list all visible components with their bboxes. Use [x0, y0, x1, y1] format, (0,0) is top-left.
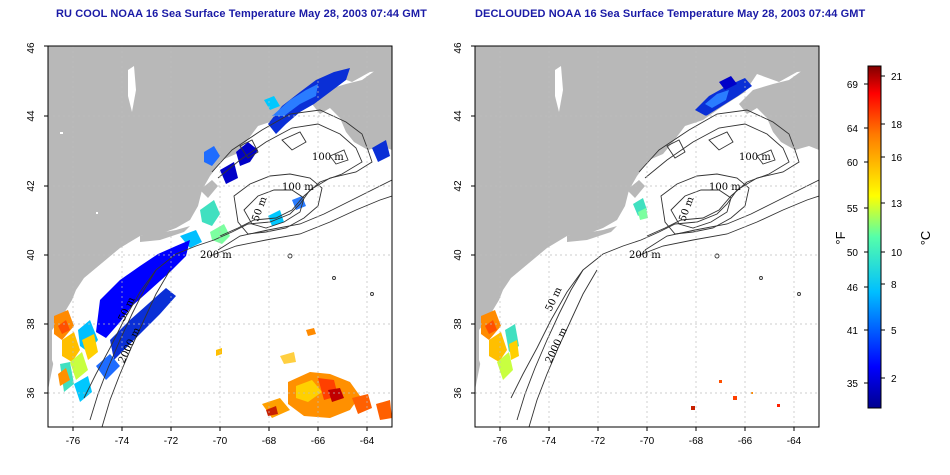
- left-contour-label: 100 m: [282, 182, 314, 193]
- right-xtick-label: -64: [787, 436, 802, 447]
- right-contour-label: 100 m: [739, 152, 771, 163]
- left-contour-label: 200 m: [200, 250, 232, 261]
- left-land-capecod: [200, 180, 218, 198]
- colorbar-f-tick: 60: [847, 158, 859, 169]
- left-contours: [83, 109, 392, 427]
- left-ytick-label: 46: [26, 42, 37, 54]
- left-land-novascotia: [312, 46, 392, 150]
- right-xtick-label: -74: [542, 436, 557, 447]
- right-sst-patches: [481, 76, 780, 410]
- colorbar: 69 64 60 55 50 46 41 35 21 18 16 13 10 8…: [833, 65, 933, 409]
- right-xtick-label: -72: [591, 436, 606, 447]
- colorbar-fahrenheit-unit: °F: [833, 231, 848, 244]
- left-ytick-label: 42: [26, 180, 37, 192]
- colorbar-c-tick: 2: [891, 374, 897, 385]
- right-ytick-label: 40: [453, 249, 464, 261]
- left-ytick-label: 36: [26, 387, 37, 399]
- right-xtick-label: -76: [493, 436, 508, 447]
- left-xtick-label: -66: [311, 436, 326, 447]
- right-contour-label: 200 m: [629, 250, 661, 261]
- right-xtick-label: -68: [689, 436, 704, 447]
- left-xtick-label: -74: [115, 436, 130, 447]
- colorbar-c-tick: 18: [891, 120, 903, 131]
- colorbar-f-tick: 69: [847, 80, 859, 91]
- right-land-longisland: [567, 226, 617, 242]
- left-lake: [128, 66, 136, 112]
- left-map: -76 -74 -72 -70 -68 -66 -64 36 38 40 42 …: [26, 42, 393, 447]
- left-land-longisland: [140, 226, 190, 242]
- right-land-us: [475, 46, 819, 390]
- right-map: -76 -74 -72 -70 -68 -66 -64 36 38 40 42 …: [453, 42, 820, 447]
- colorbar-c-tick: 8: [891, 280, 897, 291]
- colorbar-f-tick: 35: [847, 379, 859, 390]
- colorbar-c-tick: 13: [891, 199, 903, 210]
- colorbar-gradient: [867, 65, 882, 409]
- left-xtick-label: -70: [213, 436, 228, 447]
- left-land-us: [48, 46, 392, 390]
- colorbar-c-tick: 10: [891, 248, 903, 259]
- left-xtick-label: -76: [66, 436, 81, 447]
- right-panel-title: DECLOUDED NOAA 16 Sea Surface Temperatur…: [475, 8, 866, 20]
- colorbar-f-tick: 41: [847, 326, 859, 337]
- left-ytick-label: 44: [26, 110, 37, 122]
- colorbar-c-tick: 5: [891, 326, 897, 337]
- left-ytick-label: 40: [26, 249, 37, 261]
- left-speckle-2: [96, 212, 98, 214]
- left-xtick-label: -64: [360, 436, 375, 447]
- colorbar-c-tick: 21: [891, 72, 903, 83]
- right-ytick-label: 44: [453, 110, 464, 122]
- right-ytick-label: 42: [453, 180, 464, 192]
- right-ytick-label: 38: [453, 318, 464, 330]
- right-xtick-label: -66: [738, 436, 753, 447]
- right-land-capecod: [627, 180, 645, 198]
- colorbar-c-tick: 16: [891, 153, 903, 164]
- colorbar-f-tick: 46: [847, 283, 859, 294]
- left-xtick-label: -68: [262, 436, 277, 447]
- left-ytick-label: 38: [26, 318, 37, 330]
- colorbar-celsius-unit: °C: [918, 231, 933, 246]
- left-contour-label: 100 m: [312, 152, 344, 163]
- right-ytick-label: 46: [453, 42, 464, 54]
- colorbar-f-tick: 64: [847, 124, 859, 135]
- left-bay-delaware: [80, 290, 92, 318]
- right-bay-delaware: [507, 290, 519, 318]
- colorbar-f-tick: 50: [847, 248, 859, 259]
- right-xtick-label: -70: [640, 436, 655, 447]
- left-panel-title: RU COOL NOAA 16 Sea Surface Temperature …: [56, 8, 427, 20]
- right-land-novascotia: [739, 46, 819, 150]
- right-ytick-label: 36: [453, 387, 464, 399]
- right-contour-label: 100 m: [709, 182, 741, 193]
- colorbar-f-tick: 55: [847, 204, 859, 215]
- left-xtick-label: -72: [164, 436, 179, 447]
- right-lake: [555, 66, 563, 112]
- left-speckle-1: [60, 132, 63, 134]
